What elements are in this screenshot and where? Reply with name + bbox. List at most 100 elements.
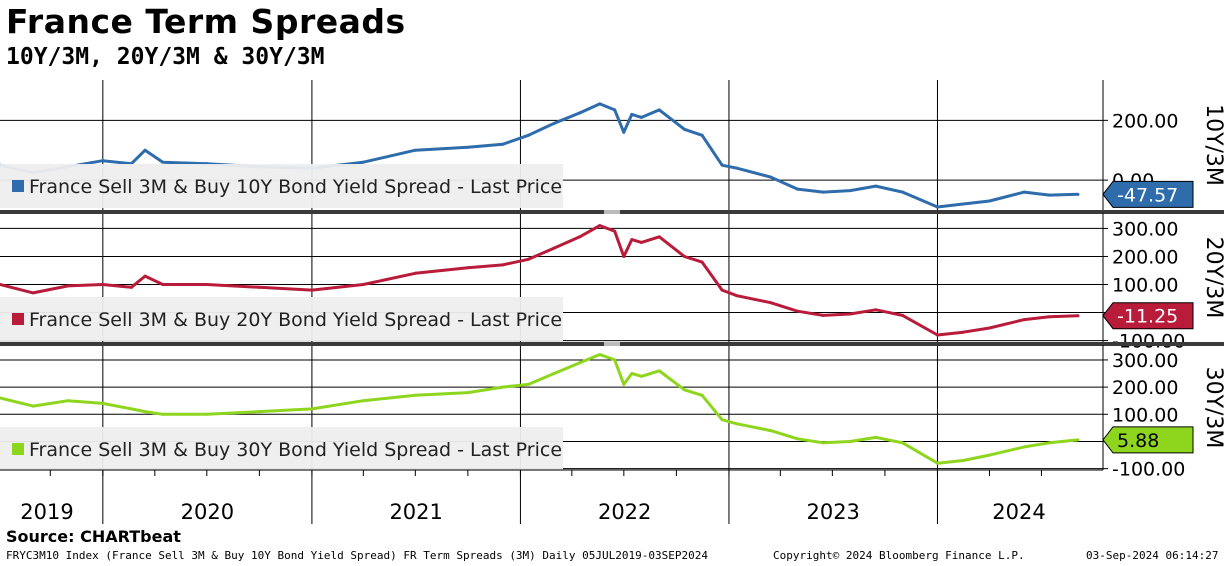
data-point [848,439,852,443]
data-point [735,294,739,298]
data-point [613,229,617,233]
data-point [700,133,704,137]
y-tick-label: 300.00 [1112,218,1178,240]
data-point [720,418,724,422]
data-point [874,184,878,188]
y-tick-label: 200.00 [1112,246,1178,268]
data-point [526,382,530,386]
y-axis-title: 10Y/3M [1201,104,1224,186]
data-point [630,372,634,376]
data-point [700,260,704,264]
data-point [552,372,556,376]
y-tick-label: -100.00 [1112,331,1185,353]
data-point [622,130,626,134]
data-point [987,326,991,330]
data-point [848,312,852,316]
data-point [657,369,661,373]
data-point [552,121,556,125]
legend-box [0,164,563,208]
data-point [613,108,617,112]
data-point [161,283,165,287]
data-point [821,190,825,194]
data-point [143,148,147,152]
x-tick-label: 2020 [181,500,234,524]
data-point [935,333,939,337]
data-point [466,391,470,395]
legend-swatch [12,313,24,325]
data-point [640,115,644,119]
data-point [257,285,261,289]
y-axis-title: 30Y/3M [1201,367,1224,449]
data-point [598,353,602,357]
last-value-tag [1102,302,1194,330]
data-point [720,288,724,292]
data-point [413,271,417,275]
data-point [987,453,991,457]
data-point [31,404,35,408]
data-point [101,283,105,287]
legend-swatch [12,180,24,192]
data-point [682,388,686,392]
data-point [640,240,644,244]
data-point [0,396,2,400]
data-point [1047,315,1051,319]
legend-box [0,297,563,341]
data-point [1022,318,1026,322]
data-point [735,166,739,170]
data-point [961,458,965,462]
data-point [961,330,965,334]
data-point [1022,190,1026,194]
chart-subtitle: 10Y/3M, 20Y/3M & 30Y/3M [6,44,325,70]
legend-label: France Sell 3M & Buy 30Y Bond Yield Spre… [29,439,562,461]
data-point [0,283,2,287]
data-point [769,429,773,433]
data-point [901,313,905,317]
y-tick-label: 200.00 [1112,110,1178,132]
data-point [161,412,165,416]
panel-resize-handle [604,342,620,346]
data-point [578,361,582,365]
data-point [735,422,739,426]
data-point [682,127,686,131]
data-point [66,399,70,403]
data-point [361,399,365,403]
footer-copyright: Copyright© 2024 Bloomberg Finance L.P. [773,549,1025,562]
data-point [682,254,686,258]
data-point [501,263,505,267]
data-point [935,461,939,465]
data-point [901,441,905,445]
last-value-label: -11.25 [1117,306,1178,328]
data-point [361,160,365,164]
data-point [1022,445,1026,449]
data-point [657,108,661,112]
x-tick-label: 2022 [598,500,651,524]
data-point [987,199,991,203]
last-value-tag [1102,426,1194,454]
data-point [874,435,878,439]
y-tick-label: -100.00 [1112,459,1185,481]
legend-swatch [12,443,24,455]
data-point [101,401,105,405]
data-point [796,309,800,313]
data-point [769,301,773,305]
footer-timestamp: 03-Sep-2024 06:14:27 [1086,549,1219,562]
y-tick-label: 300.00 [1112,350,1178,372]
data-point [578,235,582,239]
data-point [501,142,505,146]
data-point [161,160,165,164]
data-point [526,257,530,261]
data-point [1076,438,1080,442]
data-point [720,163,724,167]
data-point [630,238,634,242]
data-point [129,407,133,411]
data-point [700,393,704,397]
last-value-label: -47.57 [1117,184,1178,206]
last-value-label: 5.88 [1117,430,1159,452]
data-point [961,202,965,206]
data-point [466,145,470,149]
data-point [501,385,505,389]
data-point [1076,192,1080,196]
data-point [143,274,147,278]
x-tick-label: 2021 [389,500,442,524]
